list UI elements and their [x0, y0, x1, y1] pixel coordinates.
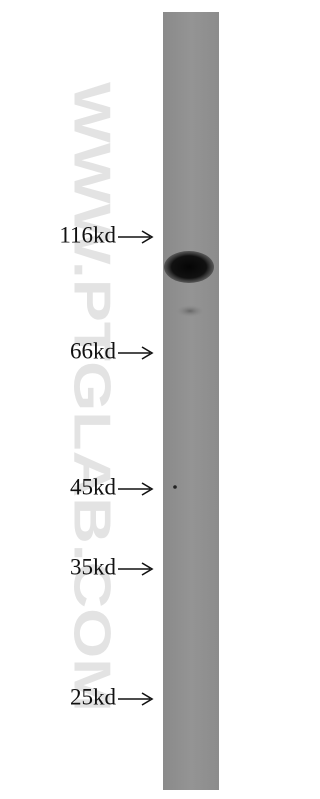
marker-label: 66kd [70, 338, 117, 363]
marker-arrowhead [141, 230, 154, 244]
marker-label: 45kd [70, 474, 117, 499]
marker-arrowhead [141, 562, 154, 576]
gel-lane [163, 12, 219, 790]
blot-figure: WWW.PTGLAB.COM 116kd 66kd 45kd 35kd 25kd [59, 12, 219, 790]
marker-label: 116kd [59, 222, 116, 247]
watermark: WWW.PTGLAB.COM [62, 82, 120, 712]
marker-arrowhead [141, 346, 154, 360]
marker-arrowhead [141, 482, 154, 496]
faint-band [176, 305, 204, 317]
speck [173, 485, 177, 489]
protein-band [164, 251, 214, 283]
marker-label: 25kd [70, 684, 117, 709]
marker-arrowhead [141, 692, 154, 706]
marker-label: 35kd [70, 554, 117, 579]
marker-ladder: 116kd 66kd 45kd 35kd 25kd [59, 222, 154, 709]
